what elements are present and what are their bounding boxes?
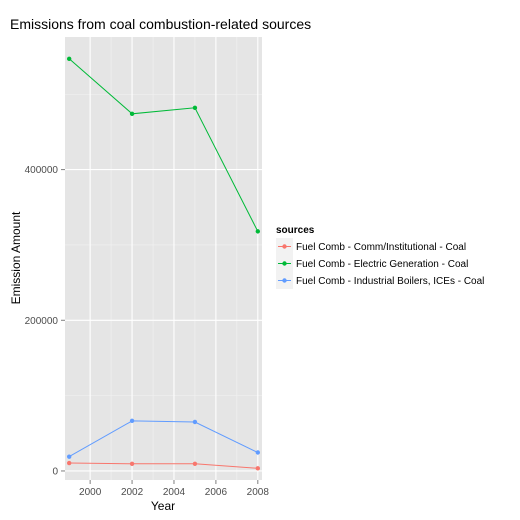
series-3-point	[255, 450, 261, 455]
series-3-point	[129, 418, 135, 424]
x-tick-label: 2004	[163, 487, 186, 498]
x-tick-label: 2002	[121, 487, 144, 498]
y-tick-label: 400000	[25, 165, 59, 176]
x-tick-label: 2008	[247, 487, 270, 498]
series-1-point	[192, 461, 198, 467]
legend-key-point	[282, 278, 287, 283]
y-axis-title: Emission Amount	[9, 211, 23, 304]
series-2-point	[129, 111, 135, 117]
minor-gridlines	[65, 37, 262, 480]
y-tick-label: 0	[52, 466, 58, 477]
legend: sources Fuel Comb - Comm/Institutional -…	[276, 225, 484, 289]
chart-title: Emissions from coal combustion-related s…	[10, 16, 311, 32]
legend-label: Fuel Comb - Electric Generation - Coal	[296, 259, 468, 270]
series-1-point	[66, 460, 72, 466]
series-layer	[66, 56, 261, 471]
legend-label: Fuel Comb - Industrial Boilers, ICEs - C…	[296, 276, 484, 287]
legend-title: sources	[276, 225, 315, 236]
x-tick-label: 2006	[205, 487, 228, 498]
series-2-point	[255, 229, 261, 234]
major-gridlines	[65, 37, 262, 480]
series-2-point	[192, 105, 198, 111]
legend-key-point	[282, 261, 287, 266]
x-axis-title: Year	[151, 499, 175, 513]
series-line-2	[68, 58, 259, 232]
legend-label: Fuel Comb - Comm/Institutional - Coal	[296, 242, 466, 253]
plot-panel	[65, 37, 262, 480]
axis-tick-labels: 2000 2002 2004 2006 2008 0 200000 400000	[25, 165, 270, 498]
series-3-point	[192, 419, 198, 425]
series-1-point	[255, 466, 261, 471]
series-1-point	[129, 461, 135, 467]
x-tick-label: 2000	[79, 487, 102, 498]
series-3-point	[66, 454, 72, 459]
y-tick-label: 200000	[25, 316, 59, 327]
series-line-1	[69, 462, 258, 469]
series-line-3	[68, 420, 259, 458]
axis-ticks	[61, 169, 259, 484]
legend-key-point	[282, 244, 287, 249]
series-2-point	[66, 56, 72, 62]
